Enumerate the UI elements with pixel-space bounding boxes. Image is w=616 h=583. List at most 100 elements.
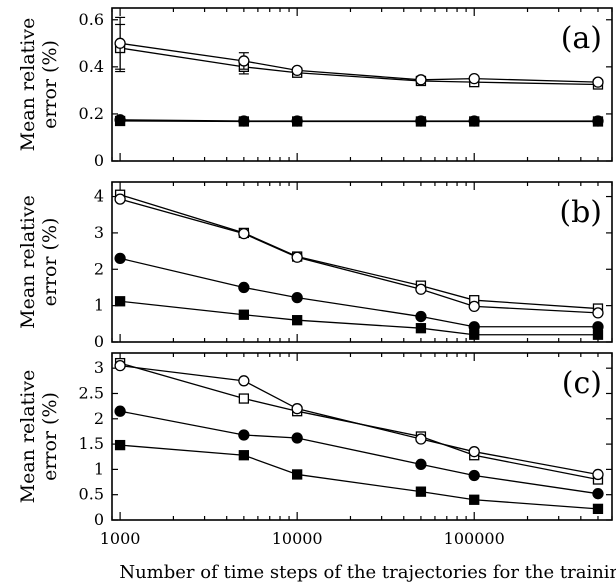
data-point-circle [238,227,250,240]
data-point-circle [114,405,126,417]
data-point-square [238,393,250,404]
data-point-circle [415,310,427,323]
y-axis-label-line1: Mean relative [17,370,39,504]
y-tick-label: 1 [94,459,104,478]
data-point-square [114,115,126,127]
panel-c: 0 0.5 1 1.5 2 2.5 3 Mean relative error (%) (c) [17,352,613,529]
data-point-circle [468,469,480,482]
data-point-square [114,296,126,307]
data-point-circle [468,300,480,313]
series-line [120,47,598,86]
data-point-circle [114,360,126,372]
y-axis-label-line2: error (%) [39,218,61,307]
data-point-circle [291,251,303,263]
data-point-circle [238,55,250,67]
panel-frame [111,352,613,521]
series-line [120,42,598,83]
data-point-circle [415,74,427,86]
y-tick-label: 0 [94,332,104,351]
y-tick-label: 2 [94,409,104,428]
series-filled-square [114,115,604,127]
series-line [119,410,599,495]
data-point-circle [415,458,427,470]
series-filled-circle [114,405,604,500]
series-open-square [114,189,604,314]
y-tick-label: 2.5 [79,383,104,402]
data-point-circle [291,403,303,415]
data-point-circle [291,432,303,444]
x-axis-label: Number of time steps of the trajectories… [119,562,616,583]
panel-label: (a) [561,21,602,56]
y-axis-label-line2: error (%) [39,40,61,129]
data-point-circle [238,375,250,387]
panel-a: 0 0.2 0.4 0.6 Mean relative error (%) (a) [17,7,613,170]
y-tick-label: 0 [94,510,104,529]
series-open-square [114,357,604,485]
y-tick-label: 3 [94,358,104,377]
data-point-circle [592,307,604,319]
data-point-square [292,315,303,326]
data-point-square [114,439,126,451]
panel-label: (c) [562,366,602,401]
series-filled-circle [114,114,604,127]
series-line [120,365,599,476]
series-open-square [114,23,604,90]
data-point-square [238,450,250,461]
data-point-circle [291,291,303,304]
data-point-square [238,309,250,320]
y-tick-label: 2 [94,259,104,278]
series-open-circle [114,193,604,319]
data-point-square [415,323,427,334]
series-line [119,362,599,481]
data-point-circle [592,76,604,88]
data-point-square [592,116,604,127]
series-line [120,444,599,510]
y-tick-label: 0.4 [79,57,104,76]
data-point-circle [291,64,303,77]
data-point-circle [114,193,126,205]
data-point-circle [415,283,427,295]
data-point-circle [114,37,126,49]
data-point-circle [468,446,480,458]
panel-b: 0 1 2 3 4 Mean relative error (%) (b) [17,181,613,351]
data-point-square [592,503,604,515]
panel-frame [111,7,613,162]
data-point-square [469,329,480,340]
y-tick-label: 1 [94,296,104,315]
data-point-square [469,116,480,127]
data-point-circle [238,429,250,441]
y-tick-label: 3 [94,223,104,242]
data-point-square [292,469,303,480]
panel-frame [111,181,613,343]
y-tick-label: 0.2 [79,104,104,123]
series-line [119,257,598,328]
series-filled-square [114,296,604,340]
series-line [119,194,599,310]
series-line [120,300,598,336]
y-tick-label: 0.6 [79,10,104,29]
x-tick-label: 10000 [272,529,323,548]
x-tick-label: 1000 [100,529,141,548]
y-tick-label: 4 [94,187,104,206]
x-tick-label: 100000 [444,529,505,548]
y-axis-label-line2: error (%) [39,392,61,481]
data-point-circle [468,72,480,85]
data-point-square [592,329,604,340]
y-axis-label-line1: Mean relative [17,18,39,152]
data-point-circle [415,433,427,445]
panel-label: (b) [559,195,602,230]
series-open-circle [114,16,604,88]
shared-x-axis: 1000 10000 100000 [100,529,505,548]
data-point-square [469,494,480,505]
data-point-circle [592,488,604,500]
series-line [119,198,599,314]
series-open-circle [114,360,604,481]
data-point-square [238,116,250,127]
data-point-circle [238,281,250,294]
y-tick-label: 1.5 [79,434,104,453]
series-filled-circle [114,252,604,333]
y-axis-label-line1: Mean relative [17,195,39,329]
data-point-square [292,116,303,127]
